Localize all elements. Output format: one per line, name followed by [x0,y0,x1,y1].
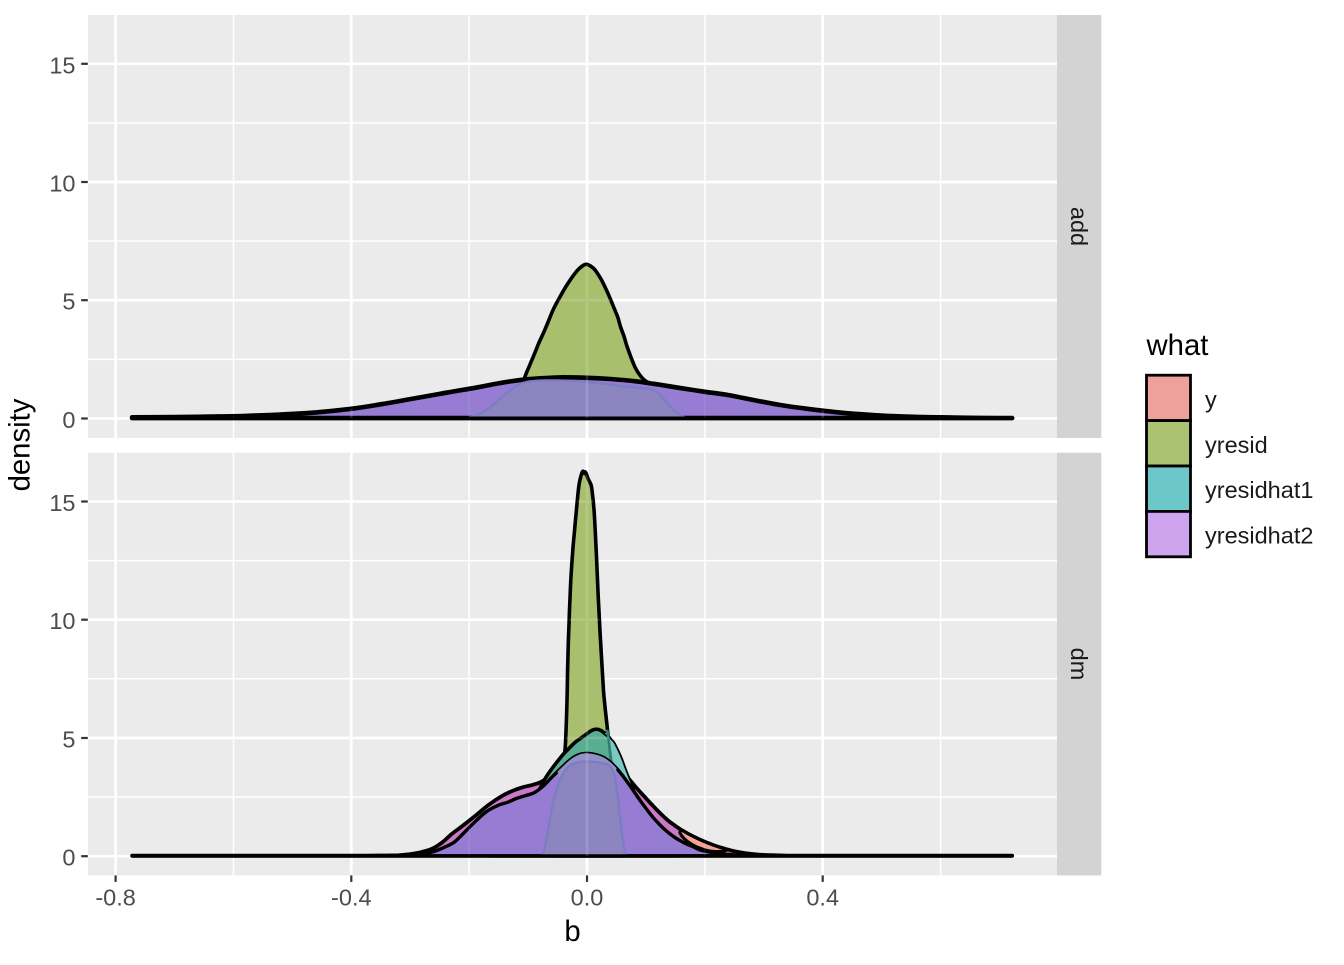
svg-text:yresidhat1: yresidhat1 [1205,477,1313,503]
svg-text:10: 10 [49,171,75,197]
svg-text:what: what [1146,329,1209,362]
svg-text:yresidhat2: yresidhat2 [1205,523,1313,549]
svg-text:yresid: yresid [1205,432,1268,458]
svg-text:10: 10 [49,608,75,634]
svg-text:15: 15 [49,490,75,516]
svg-text:-0.8: -0.8 [95,885,136,911]
svg-text:0: 0 [62,407,75,433]
svg-text:5: 5 [62,727,75,753]
svg-text:0.0: 0.0 [571,885,604,911]
svg-text:-0.4: -0.4 [331,885,372,911]
svg-text:add: add [1066,207,1092,246]
svg-text:0.4: 0.4 [806,885,839,911]
svg-text:5: 5 [62,289,75,315]
svg-text:y: y [1205,386,1217,412]
svg-text:0: 0 [62,845,75,871]
svg-text:dm: dm [1066,648,1092,681]
svg-text:density: density [4,398,37,491]
svg-text:b: b [564,915,580,948]
svg-text:15: 15 [49,52,75,78]
